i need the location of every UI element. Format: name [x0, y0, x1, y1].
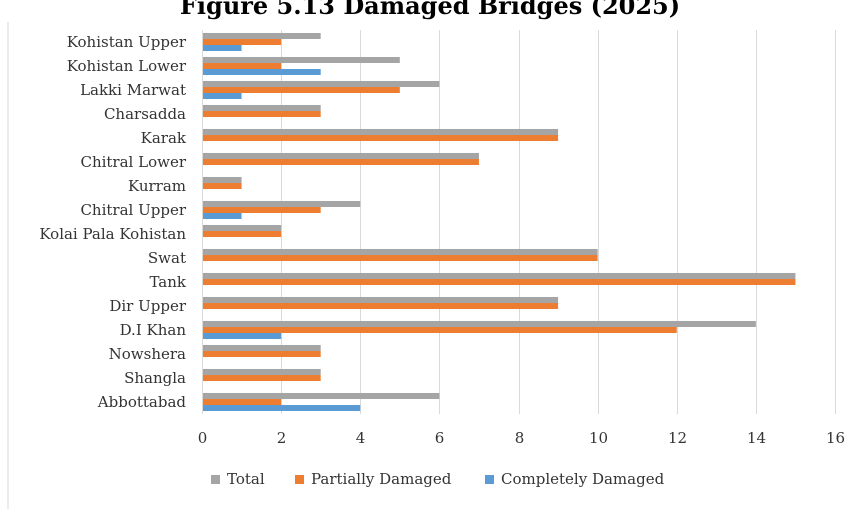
x-tick-label-12: 12 [668, 429, 687, 447]
bar-total-chitral-upper [202, 201, 361, 207]
legend-label-completely-damaged: Completely Damaged [501, 470, 665, 488]
x-tick-label-16: 16 [826, 429, 845, 447]
bar-partially-damaged-abbottabad [202, 399, 282, 405]
bar-partially-damaged-chitral-upper [202, 207, 321, 213]
legend-label-total: Total [227, 470, 265, 488]
category-label: Dir Upper [109, 297, 186, 315]
bar-partially-damaged-tank [202, 279, 796, 285]
category-label: Tank [149, 273, 186, 291]
legend-label-partially-damaged: Partially Damaged [311, 470, 452, 488]
legend: Total Partially Damaged Completely Damaged [211, 470, 665, 488]
category-label: Nowshera [109, 345, 186, 363]
bar-total-nowshera [202, 345, 321, 351]
bar-total-lakki-marwat [202, 81, 440, 87]
x-tick-label-14: 14 [747, 429, 766, 447]
x-tick-label-4: 4 [356, 429, 366, 447]
bar-partially-damaged-charsadda [202, 111, 321, 117]
bar-total-kurram [202, 177, 242, 183]
x-tick-label-6: 6 [435, 429, 445, 447]
legend-swatch-completely-damaged [485, 475, 494, 484]
bar-completely-damaged-kohistan-upper [202, 45, 242, 51]
bar-completely-damaged-abbottabad [202, 405, 361, 411]
axes: 0 2 4 6 8 10 12 14 16 Abbottabad Shangla Nowshera D.… [39, 30, 845, 447]
bar-completely-damaged-chitral-upper [202, 213, 242, 219]
category-label: Kolai Pala Kohistan [39, 225, 186, 243]
chart-title: Figure 5.13 Damaged Bridges (2025) [180, 0, 680, 20]
legend-swatch-partially-damaged [295, 475, 304, 484]
bar-total-charsadda [202, 105, 321, 111]
x-tick-label-8: 8 [515, 429, 525, 447]
category-label: Swat [148, 249, 186, 267]
bar-total-abbottabad [202, 393, 440, 399]
bar-partially-damaged-lakki-marwat [202, 87, 400, 93]
x-tick-label-2: 2 [277, 429, 287, 447]
bar-total-kohistan-lower [202, 57, 400, 63]
bars [202, 33, 796, 411]
bar-total-d-i-khan [202, 321, 756, 327]
category-label: Kurram [128, 177, 186, 195]
bar-completely-damaged-kohistan-lower [202, 69, 321, 75]
category-label: Kohistan Upper [67, 33, 187, 51]
bar-completely-damaged-d-i-khan [202, 333, 282, 339]
bar-partially-damaged-kolai-pala-kohistan [202, 231, 282, 237]
bar-total-karak [202, 129, 559, 135]
bar-partially-damaged-nowshera [202, 351, 321, 357]
category-label: Charsadda [104, 105, 186, 123]
bar-total-kolai-pala-kohistan [202, 225, 282, 231]
bar-total-dir-upper [202, 297, 559, 303]
category-label: Shangla [124, 369, 186, 387]
bar-partially-damaged-shangla [202, 375, 321, 381]
bar-partially-damaged-kohistan-lower [202, 63, 282, 69]
category-label: Karak [141, 129, 187, 147]
bar-partially-damaged-karak [202, 135, 559, 141]
category-label: Chitral Lower [80, 153, 186, 171]
legend-swatch-total [211, 475, 220, 484]
category-label: Kohistan Lower [67, 57, 187, 75]
bar-total-chitral-lower [202, 153, 479, 159]
category-label: Chitral Upper [80, 201, 186, 219]
bar-partially-damaged-kurram [202, 183, 242, 189]
category-label: Lakki Marwat [80, 81, 186, 99]
bar-partially-damaged-dir-upper [202, 303, 559, 309]
bar-completely-damaged-lakki-marwat [202, 93, 242, 99]
bar-total-kohistan-upper [202, 33, 321, 39]
bar-partially-damaged-d-i-khan [202, 327, 677, 333]
category-label: D.I Khan [120, 321, 187, 339]
bar-total-shangla [202, 369, 321, 375]
bar-partially-damaged-chitral-lower [202, 159, 479, 165]
bar-total-tank [202, 273, 796, 279]
category-label: Abbottabad [97, 393, 187, 411]
bar-total-swat [202, 249, 598, 255]
bar-partially-damaged-kohistan-upper [202, 39, 282, 45]
bar-partially-damaged-swat [202, 255, 598, 261]
x-tick-label-10: 10 [589, 429, 608, 447]
x-tick-label-0: 0 [198, 429, 208, 447]
